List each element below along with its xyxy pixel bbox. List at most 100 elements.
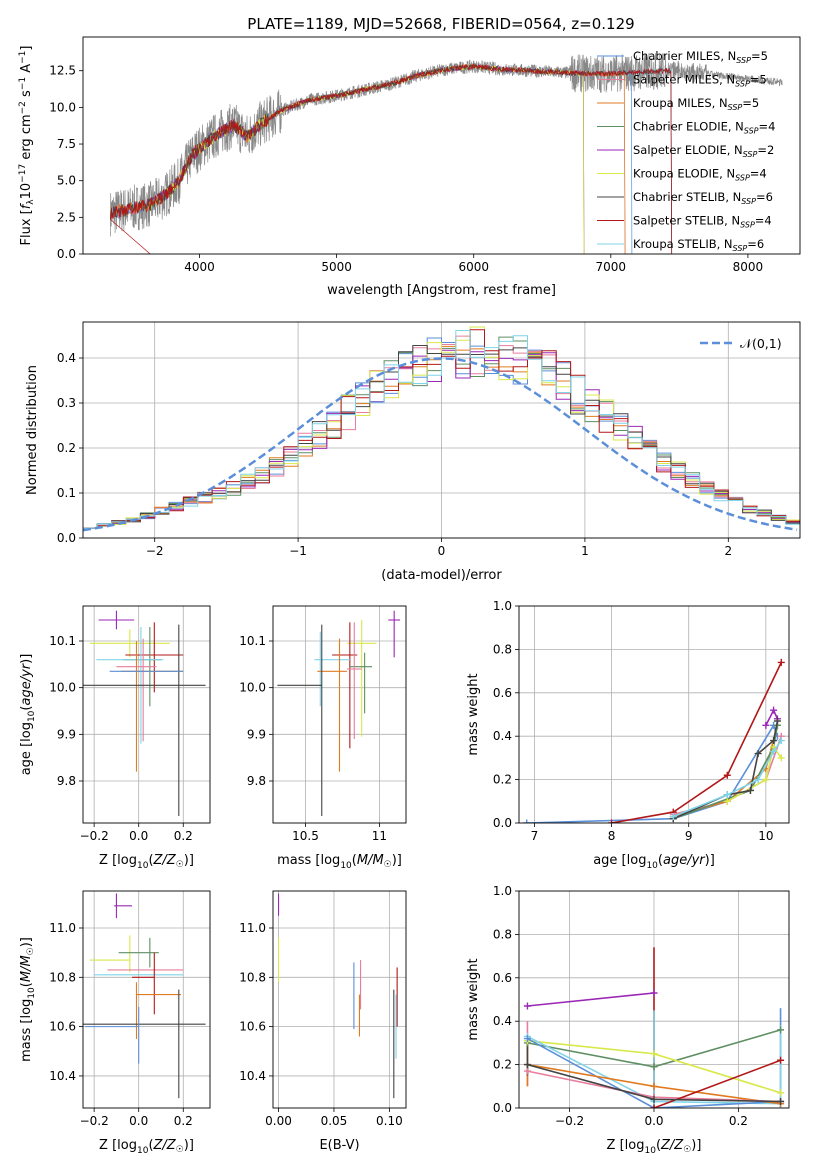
spectrum-panel: 4000 5000 6000 7000 8000 0.0 2.5 5.0 7.5 10.0 12.5… [18, 36, 801, 298]
histogram-kroupa-stelib [83, 330, 800, 538]
axes-frame [272, 890, 407, 1109]
weight-vs-Z-plot-area [519, 891, 789, 1108]
series-chabrier-miles [523, 721, 781, 823]
figure-title: PLATE=1189, MJD=52668, FIBERID=0564, z=0… [247, 15, 634, 33]
x-axis-label: Z [log10(Z/Z☉)] [607, 1138, 702, 1156]
data-point [669, 812, 677, 820]
y-axis-label: age [log10(age/yr)] [19, 654, 37, 776]
point-chabrier-stelib [277, 624, 323, 816]
y-tick-label: 0.0 [493, 816, 512, 830]
point-salpeter-elodie [114, 893, 133, 919]
y-tick-label: 0.4 [493, 1014, 512, 1028]
y-tick-label: 9.8 [247, 774, 266, 788]
data-point [608, 819, 616, 823]
data-point [650, 1050, 658, 1058]
y-axis-label: Flux [fλ10−17 erg cm−2 s−1 A−1] [18, 46, 36, 246]
x-tick-label: 0.2 [174, 829, 193, 843]
legend-entry: Kroupa MILES, NSSP=5 [633, 96, 759, 112]
series-line [527, 1037, 781, 1108]
x-axis-label: (data-model)/error [381, 568, 502, 583]
y-tick-label: 10.4 [49, 1069, 76, 1083]
y-tick-label: 10.4 [239, 1069, 266, 1083]
y-tick-label: 0.0 [57, 247, 76, 261]
y-tick-label: 9.8 [57, 774, 76, 788]
legend-entry: 𝒩(0,1) [740, 336, 782, 351]
y-tick-label: 0.8 [493, 927, 512, 941]
x-tick-label: 10 [758, 829, 773, 843]
y-tick-label: 0.8 [493, 642, 512, 656]
y-tick-label: 2.5 [57, 210, 76, 224]
data-point [770, 706, 778, 714]
y-tick-label: 0.0 [57, 531, 76, 545]
legend-entry: Chabrier STELIB, NSSP=6 [633, 190, 773, 206]
data-point [777, 1056, 785, 1064]
y-tick-label: 10.1 [49, 634, 76, 648]
point-salpeter-miles [346, 622, 362, 739]
legend-entry: Chabrier ELODIE, NSSP=4 [633, 120, 775, 136]
legend: Chabrier MILES, NSSP=5 Salpeter MILES, NS… [597, 49, 775, 253]
series-line [765, 708, 779, 726]
legend-entry: Chabrier MILES, NSSP=5 [633, 49, 768, 65]
data-point [754, 750, 762, 758]
axes-frame [272, 605, 407, 824]
x-tick-label: 5000 [321, 260, 352, 274]
age-vs-mass-panel: 10.5 11 9.8 9.9 10.0 10.1 mass [log10(M/M☉)] [239, 605, 407, 871]
x-tick-label: 6000 [458, 260, 489, 274]
series-chabrier-elodie [523, 1026, 785, 1071]
point-kroupa-elodie [89, 629, 170, 658]
y-tick-label: 0.6 [493, 971, 512, 985]
x-tick-label: 2 [724, 544, 732, 558]
data-point [770, 737, 778, 745]
age-vs-mass-plot-area [273, 606, 406, 823]
data-point [762, 721, 770, 729]
weight-vs-Z-panel: −0.2 0.0 0.2 0.0 0.2 0.4 0.6 0.8 1.0 Z [log10(Z/Z… [466, 884, 790, 1156]
data-point [650, 1082, 658, 1090]
y-axis-label: mass weight [466, 958, 481, 1040]
series-salpeter-elodie [523, 989, 658, 1010]
y-tick-label: 5.0 [57, 174, 76, 188]
data-point [650, 1095, 658, 1103]
point-kroupa-miles [120, 641, 184, 772]
x-tick-label: −1 [289, 544, 307, 558]
point-chabrier-miles [85, 1006, 140, 1064]
x-tick-label: 10.5 [292, 829, 319, 843]
mass-vs-EBV-plot-area [273, 891, 406, 1108]
data-point [523, 1002, 531, 1010]
y-axis-label: mass [log10(M/M☉)] [19, 937, 37, 1062]
x-tick-label: 7 [531, 829, 539, 843]
x-axis-label: mass [log10(M/M☉)] [277, 853, 402, 871]
axes-frame [82, 36, 801, 255]
y-axis-label: Normed distribution [25, 365, 40, 495]
series-line [526, 723, 779, 823]
y-tick-label: 0.2 [493, 773, 512, 787]
weight-vs-age-plot-area [519, 606, 789, 823]
residuals-plot-area [83, 322, 800, 538]
x-axis-label: Z [log10(Z/Z☉)] [99, 1138, 194, 1156]
point-salpeter-stelib [132, 952, 155, 1015]
y-tick-label: 0.2 [57, 441, 76, 455]
data-point [777, 1097, 785, 1105]
model-line-salpeter-stelib [110, 63, 673, 254]
legend-entry: Salpeter STELIB, NSSP=4 [633, 214, 772, 230]
spectrum-plot-area [110, 53, 783, 254]
x-axis-label: age [log10(age/yr)] [593, 853, 715, 871]
x-tick-label: 0.0 [129, 829, 148, 843]
point-chabrier-stelib [83, 624, 206, 816]
x-tick-label: 0.2 [729, 1114, 748, 1128]
data-point [650, 989, 658, 997]
y-tick-label: 9.9 [57, 727, 76, 741]
x-tick-label: −0.2 [80, 829, 109, 843]
age-vs-Z-panel: −0.2 0.0 0.2 9.8 9.9 10.0 10.1 Z [log10(Z/Z☉)] a… [19, 605, 211, 871]
x-axis-label: wavelength [Angstrom, rest frame] [327, 283, 556, 298]
x-tick-label: −0.2 [555, 1114, 584, 1128]
x-axis-label: Z [log10(Z/Z☉)] [99, 853, 194, 871]
point-chabrier-stelib [83, 989, 206, 1099]
normal-curve [83, 357, 798, 532]
x-axis-label: E(B-V) [319, 1138, 359, 1153]
axes-frame [82, 890, 211, 1109]
series-line [527, 992, 655, 1007]
mass-vs-Z-panel: −0.2 0.0 0.2 10.4 10.6 10.8 11.0 Z [log10(Z/Z☉)… [19, 890, 211, 1156]
y-tick-label: 10.0 [239, 681, 266, 695]
data-point [523, 1061, 531, 1069]
